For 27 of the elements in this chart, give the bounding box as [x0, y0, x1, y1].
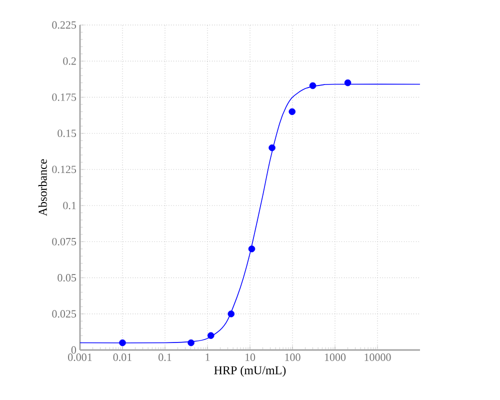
x-tick-label: 1: [206, 354, 210, 361]
y-tick-label: 0.2: [63, 57, 76, 65]
point: [188, 339, 194, 346]
y-tick-label: 0: [71, 346, 76, 354]
y-tick-label: 0.225: [52, 21, 76, 29]
point: [288, 108, 296, 116]
y-tick-label: 0.05: [58, 274, 76, 282]
x-tick-label: 100: [285, 354, 300, 361]
x-tick-label: 0.1: [158, 354, 172, 362]
y-tick-label: 0.1: [63, 202, 76, 210]
x-axis-title: HRP (mU/mL): [214, 366, 286, 377]
y-tick-label: 0.025: [52, 310, 76, 318]
x-tick-label: 10: [245, 354, 256, 361]
x-tick-label: 0.001: [68, 354, 92, 362]
x-tick-label: 1000: [324, 354, 346, 361]
y-tick-label: 0.175: [52, 93, 76, 101]
y-axis-title: Absorbance: [38, 159, 47, 216]
y-tick-label: 0.125: [52, 166, 76, 174]
point: [248, 245, 256, 252]
point: [228, 310, 235, 318]
y-tick-label: 0.075: [52, 238, 76, 246]
point: [268, 144, 276, 152]
x-tick-label: 0.01: [113, 354, 132, 362]
point: [207, 332, 214, 339]
point: [309, 82, 316, 90]
x-tick-label: 10000: [364, 354, 391, 361]
y-tick-label: 0.15: [58, 130, 76, 138]
